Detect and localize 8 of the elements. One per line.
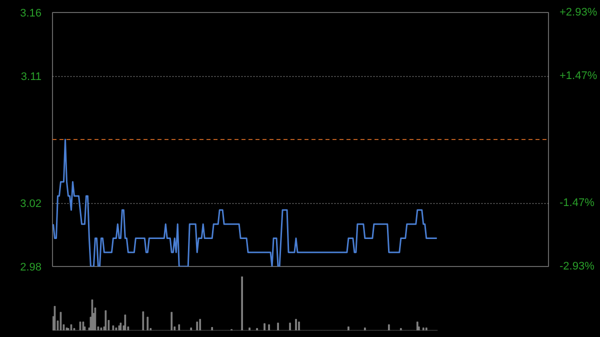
y-tick-label: 2.98 [20,262,42,274]
y-tick-label: 3.02 [20,198,42,210]
y2-tick-label: +2.93% [560,6,598,18]
y-tick-label: 3.16 [20,8,42,20]
y2-tick-label: -2.93% [560,260,595,272]
y2-tick-label: -1.47% [560,197,595,210]
y2-tick-label: +1.47% [560,70,598,82]
y-tick-label: 3.11 [20,71,42,83]
